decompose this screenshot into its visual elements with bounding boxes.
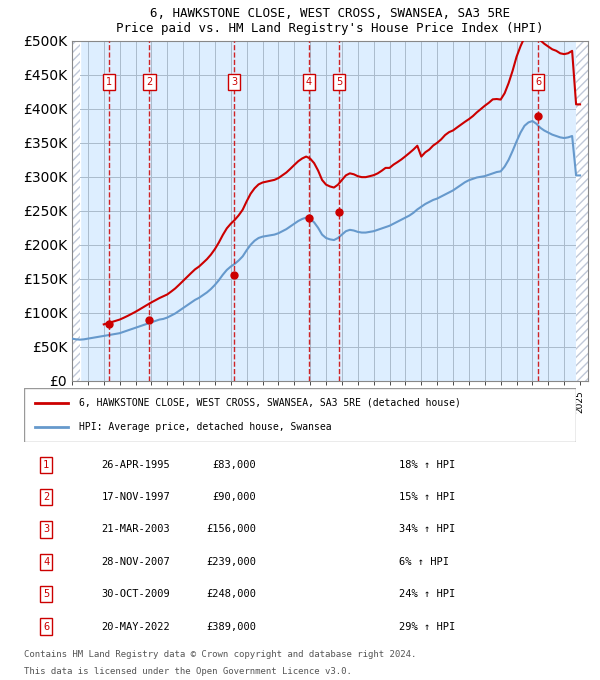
Text: 21-MAR-2003: 21-MAR-2003	[101, 524, 170, 534]
Text: 6: 6	[535, 77, 542, 86]
Text: 15% ↑ HPI: 15% ↑ HPI	[400, 492, 455, 502]
Text: 28-NOV-2007: 28-NOV-2007	[101, 557, 170, 567]
Text: This data is licensed under the Open Government Licence v3.0.: This data is licensed under the Open Gov…	[24, 667, 352, 676]
Text: Contains HM Land Registry data © Crown copyright and database right 2024.: Contains HM Land Registry data © Crown c…	[24, 650, 416, 659]
Text: £90,000: £90,000	[212, 492, 256, 502]
Text: 3: 3	[231, 77, 238, 86]
Text: 18% ↑ HPI: 18% ↑ HPI	[400, 460, 455, 470]
Text: £239,000: £239,000	[206, 557, 256, 567]
Text: HPI: Average price, detached house, Swansea: HPI: Average price, detached house, Swan…	[79, 422, 332, 432]
Text: 34% ↑ HPI: 34% ↑ HPI	[400, 524, 455, 534]
Text: £83,000: £83,000	[212, 460, 256, 470]
Text: 1: 1	[106, 77, 112, 86]
Text: 2: 2	[43, 492, 49, 502]
Text: 4: 4	[305, 77, 312, 86]
Text: 2: 2	[146, 77, 152, 86]
Title: 6, HAWKSTONE CLOSE, WEST CROSS, SWANSEA, SA3 5RE
Price paid vs. HM Land Registry: 6, HAWKSTONE CLOSE, WEST CROSS, SWANSEA,…	[116, 7, 544, 35]
Text: 17-NOV-1997: 17-NOV-1997	[101, 492, 170, 502]
Text: 3: 3	[43, 524, 49, 534]
Text: 6, HAWKSTONE CLOSE, WEST CROSS, SWANSEA, SA3 5RE (detached house): 6, HAWKSTONE CLOSE, WEST CROSS, SWANSEA,…	[79, 398, 461, 408]
Text: 20-MAY-2022: 20-MAY-2022	[101, 622, 170, 632]
Text: £248,000: £248,000	[206, 589, 256, 599]
Text: 26-APR-1995: 26-APR-1995	[101, 460, 170, 470]
Text: 29% ↑ HPI: 29% ↑ HPI	[400, 622, 455, 632]
Text: 30-OCT-2009: 30-OCT-2009	[101, 589, 170, 599]
Text: £156,000: £156,000	[206, 524, 256, 534]
Text: £389,000: £389,000	[206, 622, 256, 632]
Text: 6: 6	[43, 622, 49, 632]
Text: 24% ↑ HPI: 24% ↑ HPI	[400, 589, 455, 599]
Text: 5: 5	[43, 589, 49, 599]
Text: 6% ↑ HPI: 6% ↑ HPI	[400, 557, 449, 567]
Text: 1: 1	[43, 460, 49, 470]
Text: 4: 4	[43, 557, 49, 567]
Text: 5: 5	[336, 77, 343, 86]
